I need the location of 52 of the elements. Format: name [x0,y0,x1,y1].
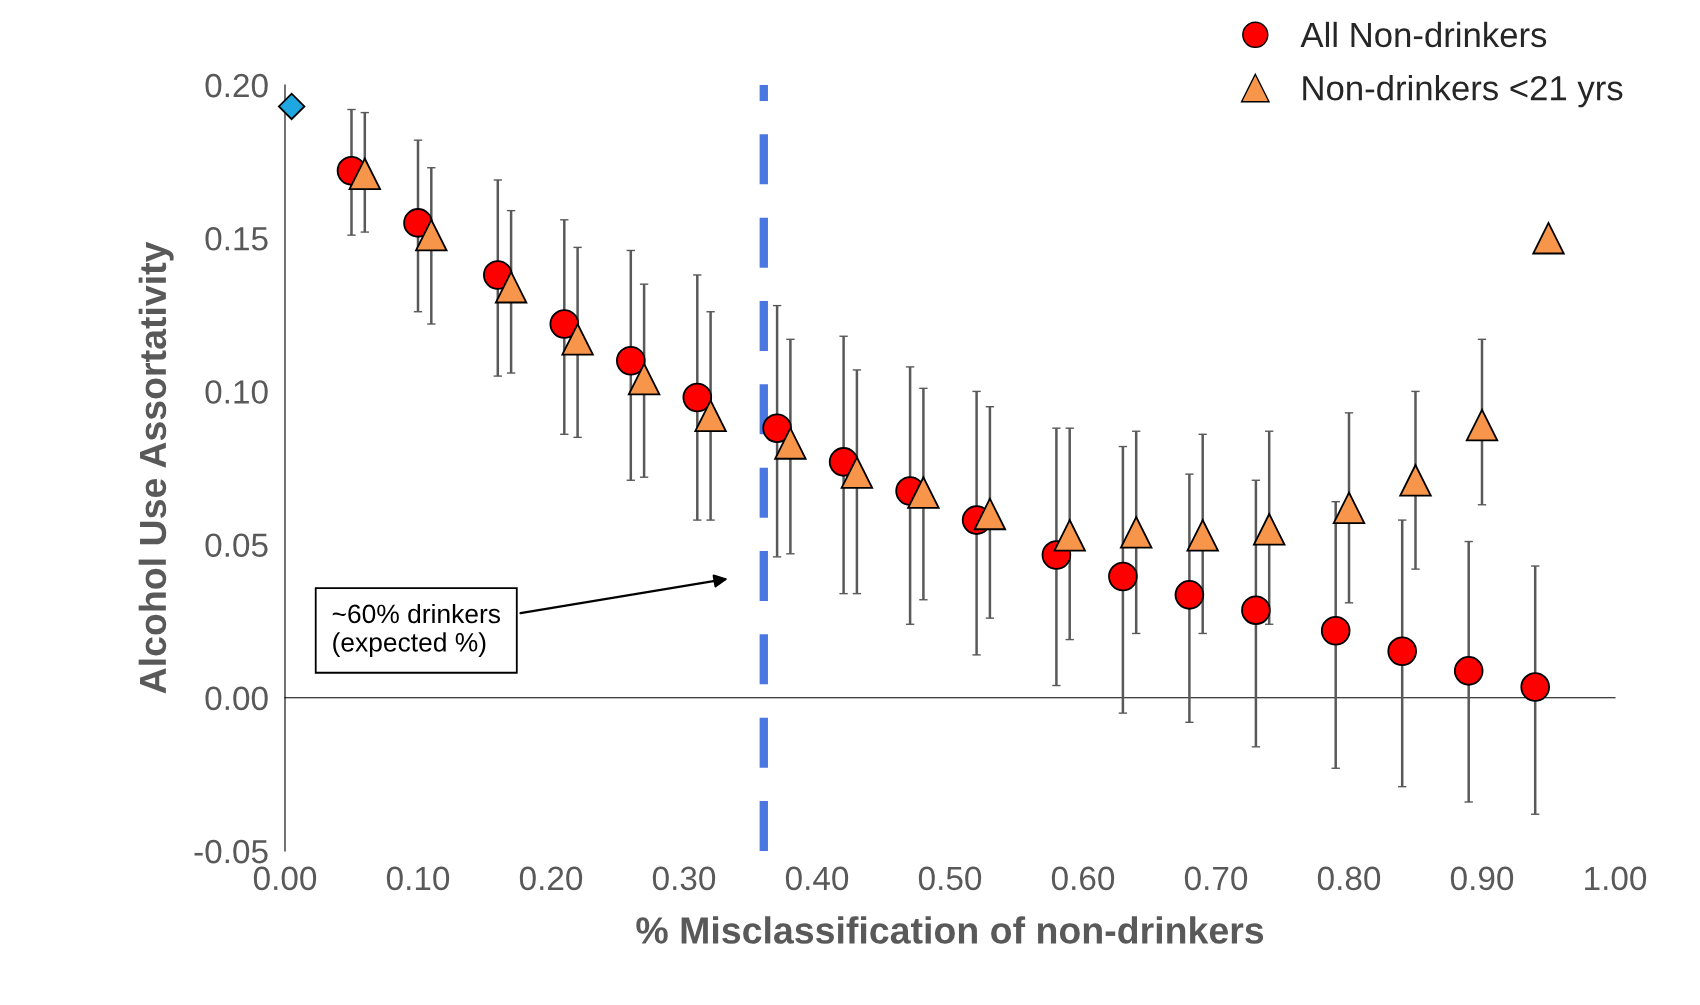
y-tick-label: -0.05 [194,839,268,864]
x-tick-label: 0.40 [785,866,849,891]
x-tick-label: 0.90 [1450,866,1514,891]
point [1399,464,1432,497]
point [907,476,940,509]
point [1241,595,1271,625]
point [549,309,580,339]
x-tick-label: 1.00 [1585,866,1647,891]
point [762,413,792,443]
point [694,399,727,433]
point [1520,672,1550,702]
point [415,218,448,252]
x-tick-label: 0.70 [1184,866,1248,891]
y-tick-label: 0.20 [205,73,268,98]
point [1120,516,1153,549]
x-tick-label: 0.20 [519,866,583,891]
y-tick-label: 0.00 [205,686,268,711]
point [973,497,1007,531]
point [1174,580,1205,610]
x-tick-label: 0.00 [253,866,317,891]
point [616,345,646,376]
point [682,382,713,413]
point [561,323,594,356]
y-tick-label: 0.05 [205,533,268,558]
x-axis-title: % Misclassification of non-drinkers [636,916,1264,944]
point [494,271,528,304]
point [774,427,807,460]
x-tick-label: 0.60 [1051,866,1115,891]
point [840,456,874,489]
point [1186,519,1219,552]
y-axis-title: Alcohol Use Assortativity [138,241,174,694]
x-tick-label: 0.10 [386,866,450,891]
point [277,92,306,121]
point [1387,636,1417,667]
point [348,157,381,191]
x-tick-label: 0.30 [652,866,716,891]
annotation: ~60% drinkers (expected %) [332,603,501,657]
point [1053,519,1086,552]
legend-label: Non-drinkers <21 yrs [1303,75,1623,108]
point [1320,615,1351,646]
point [1253,513,1286,546]
y-tick-label: 0.10 [205,380,268,404]
point [1532,222,1565,255]
point [1332,491,1366,525]
y-tick-label: 0.15 [205,227,268,251]
x-tick-label: 0.50 [918,866,982,891]
legend-label: All Non-drinkers [1300,21,1547,48]
point [1108,561,1138,592]
point [1453,656,1484,686]
x-tick-label: 0.80 [1317,866,1381,891]
point [1465,408,1499,442]
point [627,362,661,396]
